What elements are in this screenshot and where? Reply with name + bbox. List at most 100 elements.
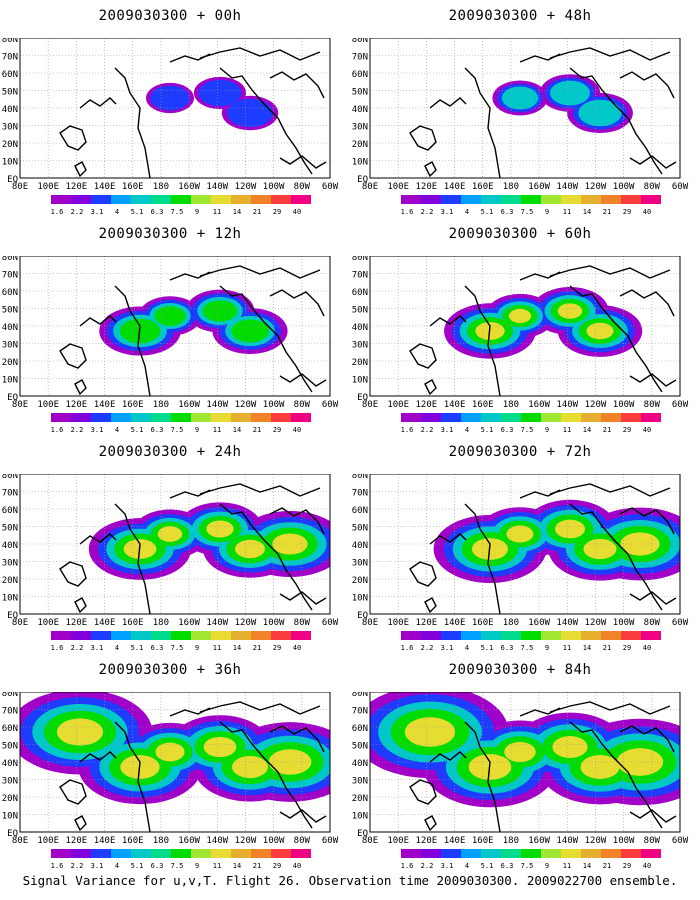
colorbar-label: 4 <box>465 208 469 216</box>
lon-label: 120W <box>235 836 257 846</box>
lat-label: 20N <box>352 140 368 150</box>
lon-label: 140E <box>444 618 466 628</box>
coastline <box>629 155 677 169</box>
lon-label: 160E <box>472 182 494 192</box>
colorbar-swatch <box>561 413 581 422</box>
colorbar-swatch <box>291 195 311 204</box>
coastline <box>279 155 327 169</box>
coastline <box>549 47 671 61</box>
coastline <box>279 809 327 823</box>
lat-label: 50N <box>2 742 18 752</box>
map-panel: 2009030300 + 12h 80N 70N 60N 50N 40N 30N 20N 10N… <box>0 218 340 438</box>
coastline <box>519 53 561 63</box>
lon-label: 120W <box>235 400 257 410</box>
coastline <box>409 343 437 369</box>
coastline <box>464 721 501 833</box>
colorbar-label: 40 <box>293 208 301 216</box>
colorbar-swatch <box>151 631 171 640</box>
coastline <box>199 483 321 497</box>
lat-label: 40N <box>2 323 18 333</box>
map-frame <box>369 692 681 833</box>
coastline <box>429 315 467 327</box>
lat-label: 30N <box>352 559 368 569</box>
colorbar-swatch <box>111 413 131 422</box>
colorbar-swatch <box>251 195 271 204</box>
lon-label: 100W <box>613 618 635 628</box>
coastline <box>569 67 663 175</box>
lat-label: 80N <box>352 38 368 45</box>
variance-contour <box>586 322 614 340</box>
colorbar-swatch <box>561 631 581 640</box>
coastline <box>114 67 151 179</box>
coastline <box>169 53 211 63</box>
figure-caption: Signal Variance for u,v,T. Flight 26. Ob… <box>22 873 678 888</box>
lon-label: 80E <box>362 182 378 192</box>
lon-label: 160W <box>178 182 200 192</box>
lon-label: 140W <box>556 182 578 192</box>
coastline <box>79 751 117 763</box>
colorbar-label: 14 <box>233 644 241 652</box>
variance-contour <box>198 79 242 107</box>
lat-label: 20N <box>352 576 368 586</box>
colorbar-label: 11 <box>563 208 571 216</box>
colorbar-swatch <box>401 849 421 858</box>
colorbar-label: 29 <box>623 208 631 216</box>
colorbar-label: 29 <box>623 426 631 434</box>
colorbar-swatch <box>91 413 111 422</box>
coastline <box>269 289 325 317</box>
coastline <box>219 503 313 611</box>
coastline <box>424 161 437 178</box>
colorbar-swatch <box>191 631 211 640</box>
lat-label: 20N <box>2 576 18 586</box>
coastline <box>59 343 87 369</box>
lon-label: 100E <box>387 400 409 410</box>
colorbar-label: 29 <box>273 644 281 652</box>
lon-label: 120E <box>416 182 438 192</box>
lon-label: 120E <box>416 400 438 410</box>
colorbar-label: 7.5 <box>171 644 184 652</box>
colorbar-label: 9 <box>195 644 199 652</box>
variance-contour <box>501 86 539 110</box>
lat-label: 10N <box>2 376 18 386</box>
coastline <box>519 271 561 281</box>
map-panel: 2009030300 + 60h 80N 70N 60N 50N 40N 30N 20N 10N… <box>350 218 690 438</box>
colorbar-label: 11 <box>213 208 221 216</box>
lon-label: 120W <box>585 618 607 628</box>
colorbar-swatch <box>621 849 641 858</box>
colorbar-label: 40 <box>293 862 301 870</box>
colorbar-swatch <box>621 195 641 204</box>
coastline <box>569 503 663 611</box>
lat-label: EQ <box>7 393 18 403</box>
lat-label: EQ <box>7 829 18 839</box>
lat-label: 50N <box>2 524 18 534</box>
colorbar-swatch <box>111 849 131 858</box>
coastline <box>269 507 325 535</box>
panel-title: 2009030300 + 60h <box>448 226 592 242</box>
colorbar-label: 5.1 <box>481 208 494 216</box>
colorbar-swatch <box>501 195 521 204</box>
colorbar-swatch <box>461 413 481 422</box>
coastline <box>424 597 437 614</box>
colorbar-label: 21 <box>603 208 611 216</box>
variance-contour <box>504 741 536 763</box>
colorbar-swatch <box>191 849 211 858</box>
coastline <box>464 503 501 615</box>
colorbar-label: 9 <box>195 862 199 870</box>
colorbar-label: 6.3 <box>501 862 514 870</box>
lon-label: 120W <box>585 182 607 192</box>
coastline <box>199 701 321 715</box>
lon-label: 160E <box>122 618 144 628</box>
lon-label: 60W <box>322 182 339 192</box>
colorbar-swatch <box>71 195 91 204</box>
variance-contour <box>578 99 622 127</box>
variance-contour <box>404 717 456 747</box>
colorbar-swatch <box>581 195 601 204</box>
colorbar-label: 7.5 <box>521 426 534 434</box>
lat-label: EQ <box>357 393 368 403</box>
coastline <box>629 809 677 823</box>
coastline <box>79 97 117 109</box>
lat-label: EQ <box>357 175 368 185</box>
colorbar-label: 9 <box>195 208 199 216</box>
